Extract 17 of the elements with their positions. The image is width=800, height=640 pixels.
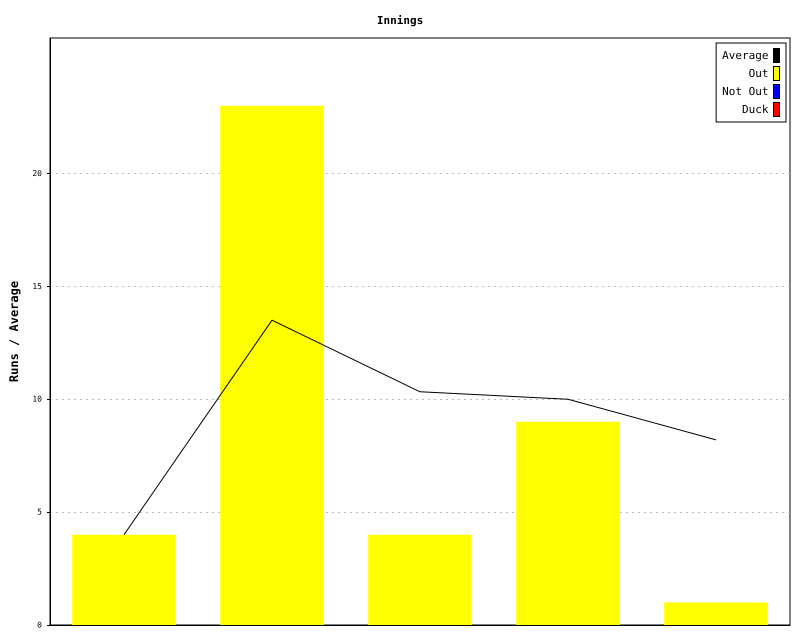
- bar: [664, 602, 768, 625]
- chart-title: Innings: [376, 14, 424, 27]
- y-tick-label: 5: [37, 508, 42, 517]
- y-tick-label: 15: [32, 282, 42, 291]
- bar: [72, 534, 176, 625]
- bar: [220, 106, 324, 625]
- legend-label: Not Out: [722, 85, 768, 98]
- y-tick-label: 20: [32, 168, 42, 178]
- bar: [368, 534, 472, 625]
- legend-label: Average: [722, 49, 768, 62]
- line-series: [124, 320, 716, 536]
- y-tick-label: 0: [37, 620, 42, 630]
- y-axis-title: Runs / Average: [7, 280, 21, 382]
- y-tick-label: 10: [32, 394, 42, 404]
- legend-label: Out: [748, 67, 768, 80]
- bar: [516, 422, 620, 625]
- legend-label: Duck: [742, 103, 769, 116]
